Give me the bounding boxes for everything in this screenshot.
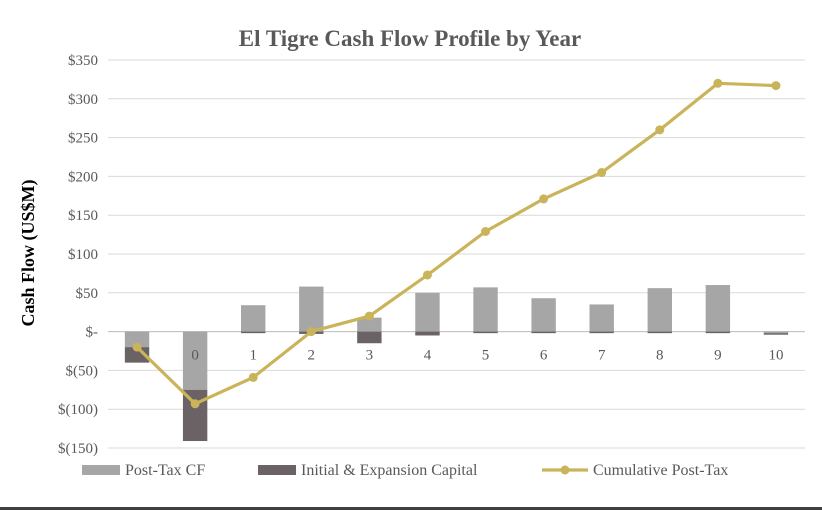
y-tick-label: $(100) bbox=[58, 402, 98, 418]
post-tax-cf-bar bbox=[589, 304, 614, 332]
chart-bottom-border bbox=[0, 507, 822, 510]
cumulative-point bbox=[771, 81, 781, 91]
y-axis-ticks: $350 $300 $250 $200 $150 $100 $50 $- $(50) $(100)… bbox=[58, 53, 98, 457]
y-tick-label: $(50) bbox=[66, 363, 99, 379]
y-tick-label: $(150) bbox=[58, 441, 98, 457]
post-tax-cf-bar bbox=[763, 331, 789, 334]
legend-label-cumulative-post-tax: Cumulative Post-Tax bbox=[593, 462, 728, 479]
post-tax-cf-bar bbox=[182, 331, 208, 390]
initial-expansion-capital-bar bbox=[589, 331, 614, 334]
initial-expansion-capital-bar bbox=[241, 331, 266, 334]
initial-expansion-capital-bar bbox=[705, 331, 731, 334]
x-tick-label: 7 bbox=[598, 348, 606, 364]
chart-title: El Tigre Cash Flow Profile by Year bbox=[239, 26, 581, 51]
legend-label-initial-expansion-capital: Initial & Expansion Capital bbox=[301, 462, 478, 479]
cumulative-point bbox=[422, 270, 432, 280]
post-tax-cf-bar bbox=[357, 317, 382, 332]
cumulative-point bbox=[539, 194, 549, 204]
y-tick-label: $50 bbox=[76, 286, 99, 302]
y-tick-label: $350 bbox=[68, 53, 98, 69]
post-tax-cf-bar bbox=[705, 285, 731, 332]
initial-expansion-capital-bar bbox=[473, 331, 498, 334]
y-tick-label: $250 bbox=[68, 131, 98, 147]
y-tick-label: $- bbox=[86, 325, 99, 341]
cumulative-point bbox=[248, 372, 258, 382]
legend-label-post-tax-cf: Post-Tax CF bbox=[125, 462, 205, 479]
y-tick-label: $100 bbox=[68, 247, 98, 263]
x-tick-label: 5 bbox=[482, 348, 490, 364]
cumulative-point bbox=[306, 327, 316, 337]
cumulative-point bbox=[132, 342, 142, 352]
cumulative-point bbox=[655, 125, 665, 135]
x-tick-label: 0 bbox=[191, 348, 199, 364]
initial-expansion-capital-bar bbox=[415, 331, 440, 336]
initial-expansion-capital-bar bbox=[182, 389, 208, 442]
cumulative-line bbox=[135, 81, 777, 406]
legend-swatch-initial-expansion-capital bbox=[258, 465, 296, 475]
cumulative-point bbox=[190, 399, 200, 409]
bar-series bbox=[124, 285, 789, 442]
x-tick-label: 1 bbox=[249, 348, 257, 364]
cumulative-point bbox=[481, 226, 491, 236]
post-tax-cf-bar bbox=[531, 298, 556, 332]
initial-expansion-capital-bar bbox=[647, 331, 672, 334]
post-tax-cf-bar bbox=[473, 287, 498, 332]
y-axis-label: Cash Flow (US$M) bbox=[18, 179, 39, 326]
x-tick-label: 10 bbox=[768, 348, 783, 364]
post-tax-cf-bar bbox=[299, 286, 324, 332]
y-tick-label: $200 bbox=[68, 169, 98, 185]
post-tax-cf-bar bbox=[124, 331, 150, 348]
cumulative-point bbox=[713, 78, 723, 88]
x-axis-ticks: 0 1 2 3 4 5 6 7 8 9 10 bbox=[191, 348, 783, 364]
post-tax-cf-bar bbox=[647, 288, 672, 332]
x-tick-label: 2 bbox=[308, 348, 316, 364]
legend-swatch-post-tax-cf bbox=[82, 465, 120, 475]
y-tick-label: $150 bbox=[68, 208, 98, 224]
cumulative-line-series bbox=[132, 78, 781, 409]
x-tick-label: 9 bbox=[714, 348, 722, 364]
initial-expansion-capital-bar bbox=[763, 333, 789, 335]
legend: Post-Tax CF Initial & Expansion Capital Cu… bbox=[82, 462, 728, 479]
initial-expansion-capital-bar bbox=[357, 331, 382, 344]
cumulative-point bbox=[364, 311, 374, 321]
cumulative-point bbox=[597, 168, 607, 178]
x-tick-label: 6 bbox=[540, 348, 548, 364]
legend-marker-cumulative-post-tax bbox=[560, 465, 570, 475]
x-tick-label: 3 bbox=[366, 348, 374, 364]
x-tick-label: 4 bbox=[424, 348, 432, 364]
post-tax-cf-bar bbox=[241, 305, 266, 332]
y-tick-label: $300 bbox=[68, 92, 98, 108]
initial-expansion-capital-bar bbox=[531, 331, 556, 334]
x-tick-label: 8 bbox=[656, 348, 664, 364]
post-tax-cf-bar bbox=[415, 292, 440, 332]
